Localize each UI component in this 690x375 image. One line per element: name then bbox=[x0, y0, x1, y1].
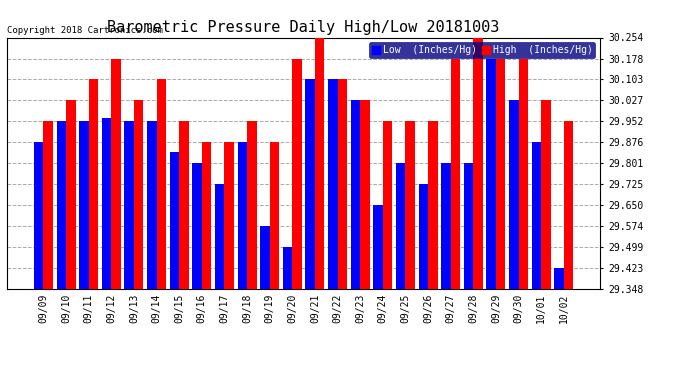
Bar bbox=[293, 58, 302, 289]
Bar bbox=[360, 100, 370, 289]
Bar bbox=[34, 142, 43, 289]
Bar bbox=[328, 80, 337, 289]
Bar bbox=[179, 121, 188, 289]
Bar bbox=[519, 58, 528, 289]
Bar bbox=[373, 205, 383, 289]
Bar bbox=[79, 121, 88, 289]
Bar bbox=[111, 58, 121, 289]
Bar bbox=[215, 184, 224, 289]
Bar bbox=[124, 121, 134, 289]
Bar bbox=[441, 163, 451, 289]
Title: Barometric Pressure Daily High/Low 20181003: Barometric Pressure Daily High/Low 20181… bbox=[108, 20, 500, 35]
Bar bbox=[419, 184, 428, 289]
Bar bbox=[66, 100, 75, 289]
Bar bbox=[270, 142, 279, 289]
Bar bbox=[509, 100, 519, 289]
Bar bbox=[554, 268, 564, 289]
Bar bbox=[486, 58, 496, 289]
Bar bbox=[193, 163, 201, 289]
Bar bbox=[306, 80, 315, 289]
Bar bbox=[247, 121, 257, 289]
Legend: Low  (Inches/Hg), High  (Inches/Hg): Low (Inches/Hg), High (Inches/Hg) bbox=[369, 42, 595, 58]
Bar bbox=[157, 80, 166, 289]
Bar bbox=[496, 58, 506, 289]
Bar bbox=[101, 118, 111, 289]
Bar bbox=[464, 163, 473, 289]
Bar bbox=[473, 38, 483, 289]
Bar bbox=[88, 80, 98, 289]
Bar bbox=[57, 121, 66, 289]
Bar bbox=[315, 38, 324, 289]
Bar bbox=[147, 121, 157, 289]
Bar bbox=[170, 152, 179, 289]
Bar bbox=[406, 121, 415, 289]
Bar bbox=[224, 142, 234, 289]
Bar bbox=[383, 121, 393, 289]
Bar bbox=[201, 142, 211, 289]
Bar bbox=[564, 121, 573, 289]
Bar bbox=[260, 226, 270, 289]
Bar bbox=[351, 100, 360, 289]
Bar bbox=[237, 142, 247, 289]
Bar bbox=[396, 163, 406, 289]
Bar bbox=[337, 80, 347, 289]
Bar bbox=[451, 58, 460, 289]
Bar bbox=[541, 100, 551, 289]
Bar bbox=[134, 100, 144, 289]
Bar bbox=[43, 121, 53, 289]
Bar bbox=[532, 142, 541, 289]
Bar bbox=[428, 121, 437, 289]
Bar bbox=[283, 247, 293, 289]
Text: Copyright 2018 Cartronics.com: Copyright 2018 Cartronics.com bbox=[7, 26, 163, 35]
